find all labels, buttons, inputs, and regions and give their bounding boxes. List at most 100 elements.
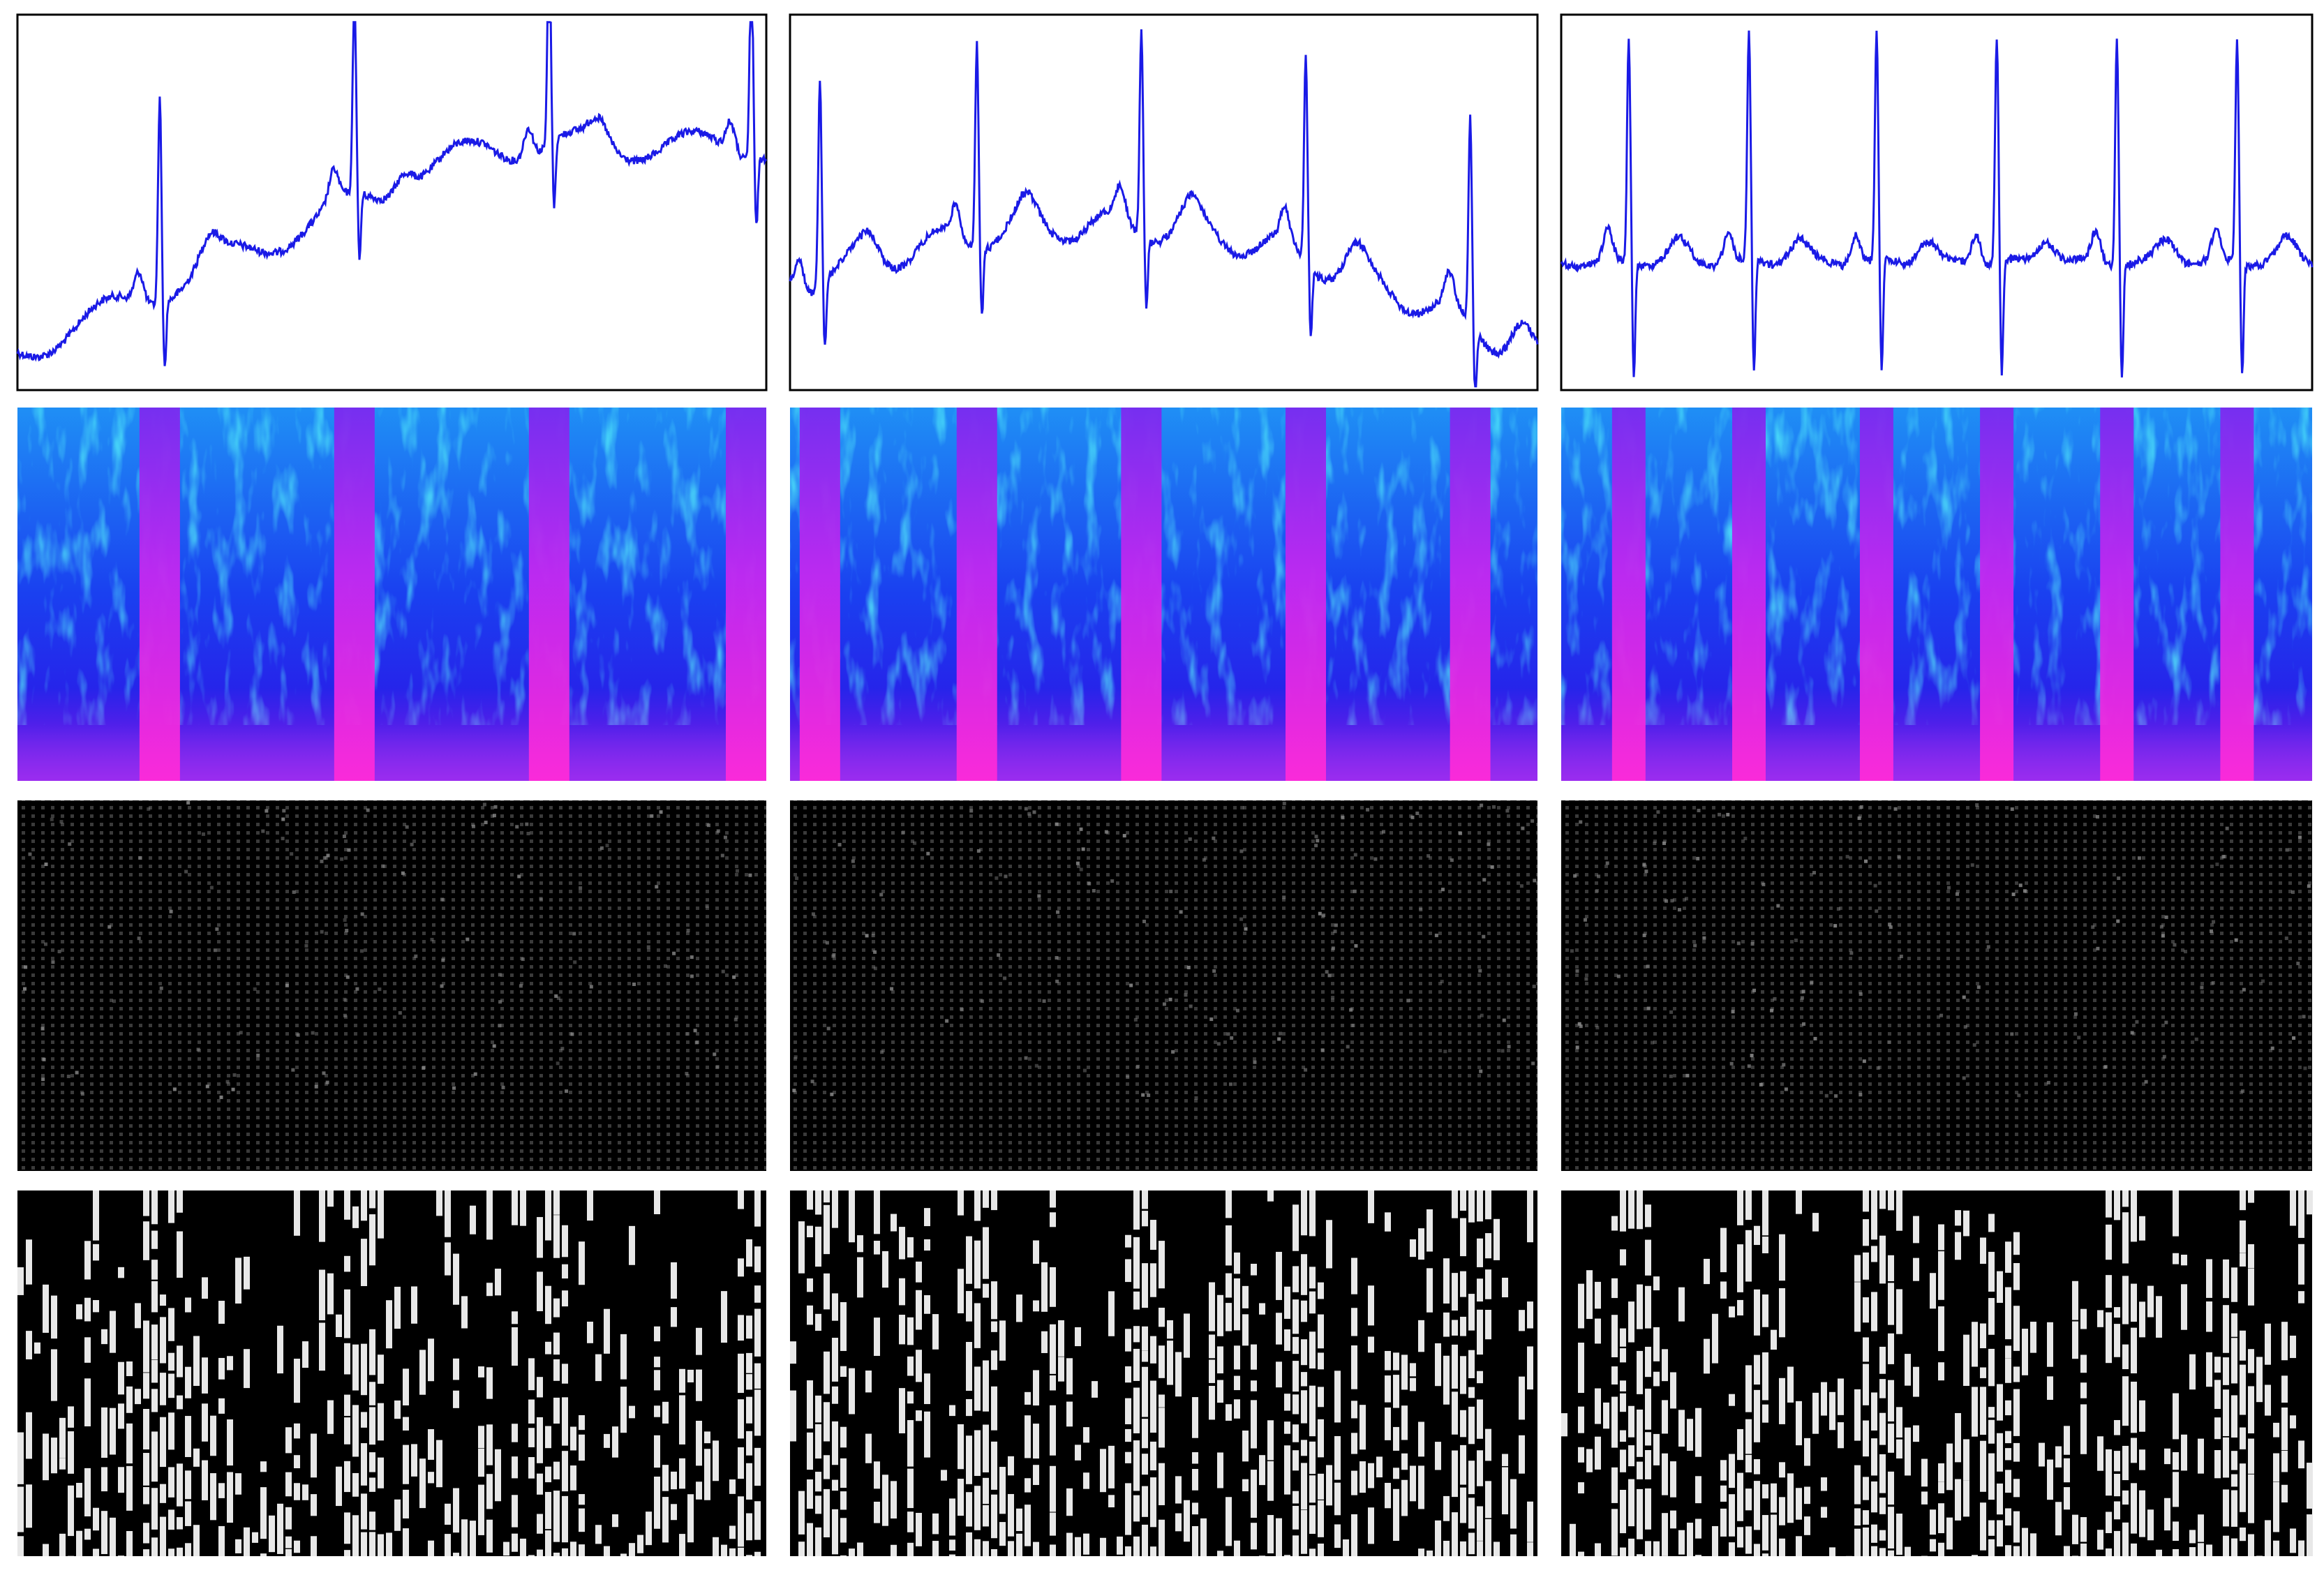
feature-speck	[1239, 917, 1244, 921]
binary-streak	[1142, 1326, 1148, 1351]
feature-speck	[1859, 992, 1863, 996]
feature-speck	[2164, 1020, 2168, 1024]
feature-speck	[366, 808, 370, 812]
binary-streak	[135, 1303, 141, 1329]
binary-streak	[1745, 1488, 1752, 1511]
binary-streak	[1142, 1486, 1148, 1517]
binary-streak	[612, 1514, 618, 1528]
binary-streak	[2147, 1509, 2154, 1541]
feature-speck	[1079, 867, 1083, 872]
binary-streak	[849, 1548, 855, 1556]
binary-streak	[1468, 1498, 1475, 1529]
feature-speck	[1277, 1037, 1281, 1041]
binary-streak	[1025, 1478, 1031, 1493]
binary-streak	[185, 1543, 191, 1556]
binary-streak	[1737, 1244, 1743, 1292]
binary-streak	[1662, 1453, 1668, 1495]
signal-frame	[1560, 13, 2314, 391]
binary-streak	[2240, 1190, 2246, 1211]
binary-streak	[629, 1543, 635, 1556]
signal-frame	[16, 13, 768, 391]
binary-streak	[807, 1479, 813, 1509]
feature-speck	[2270, 1046, 2274, 1050]
binary-streak	[1301, 1440, 1307, 1456]
binary-streak	[1452, 1273, 1458, 1311]
binary-streak	[1888, 1190, 1894, 1211]
binary-streak	[1896, 1407, 1902, 1438]
binary-streak	[151, 1230, 158, 1249]
binary-streak	[352, 1344, 359, 1391]
binary-streak	[1150, 1441, 1156, 1471]
binary-streak	[394, 1286, 401, 1329]
binary-streak	[1628, 1538, 1634, 1556]
binary-streak	[2131, 1190, 2137, 1242]
binary-streak	[2030, 1533, 2036, 1556]
binary-streak	[654, 1476, 660, 1529]
binary-streak	[907, 1511, 914, 1532]
binary-streak	[1150, 1336, 1156, 1364]
binary-streak	[679, 1458, 685, 1489]
feature-speck	[1229, 1082, 1233, 1087]
binary-streak	[899, 1315, 905, 1345]
feature-speck	[960, 1008, 964, 1012]
binary-streak	[553, 1552, 560, 1556]
binary-streak	[428, 1429, 434, 1460]
feature-speck	[1480, 803, 1484, 807]
binary-streak	[1963, 1480, 1969, 1517]
feature-speck	[314, 1084, 318, 1089]
binary-streak	[1368, 1507, 1374, 1544]
binary-streak	[1586, 1449, 1593, 1472]
binary-streak	[1293, 1299, 1299, 1334]
binary-streak	[2173, 1472, 2179, 1507]
binary-streak	[1779, 1462, 1785, 1478]
feature-speck	[1212, 969, 1216, 973]
binary-streak	[1192, 1397, 1198, 1438]
binary-streak	[1041, 1262, 1048, 1312]
binary-streak	[1360, 1461, 1366, 1493]
binary-streak	[1125, 1428, 1131, 1442]
feature-speck	[484, 821, 488, 825]
binary-streak	[1167, 1341, 1173, 1385]
scalogram-texture	[17, 408, 766, 725]
binary-streak	[1125, 1483, 1131, 1535]
scalogram-texture	[790, 408, 1537, 725]
binary-streak	[2139, 1216, 2145, 1241]
feature-speck	[659, 810, 663, 814]
feature-speck	[137, 856, 142, 860]
feature-speck	[1188, 837, 1192, 841]
binary-streak	[244, 1256, 250, 1290]
binary-streak	[1209, 1334, 1215, 1359]
binary-streak	[185, 1470, 191, 1500]
binary-streak	[1418, 1228, 1424, 1260]
binary-streak	[637, 1535, 643, 1553]
binary-streak	[2106, 1312, 2112, 1364]
feature-speck	[1752, 988, 1757, 992]
binary-streak	[1427, 1209, 1433, 1252]
binary-streak	[453, 1253, 459, 1305]
feature-speck	[1653, 841, 1657, 845]
binary-streak	[966, 1341, 972, 1391]
feature-speck	[2302, 1015, 2306, 1019]
feature-speck	[347, 848, 351, 852]
binary-streak	[1301, 1510, 1307, 1554]
binary-streak	[2131, 1483, 2137, 1534]
binary-streak	[512, 1424, 518, 1442]
feature-speck	[599, 846, 604, 850]
feature-speck	[945, 1019, 949, 1023]
binary-streak	[160, 1317, 166, 1364]
binary-streak	[1142, 1419, 1148, 1449]
binary-streak	[512, 1190, 518, 1225]
binary-streak	[486, 1190, 493, 1240]
feature-speck	[795, 876, 799, 881]
feature-speck	[213, 948, 217, 953]
binary-streak	[2248, 1474, 2254, 1523]
binary-streak	[244, 1349, 250, 1389]
binary-streak	[68, 1406, 74, 1428]
binary-streak	[1519, 1310, 1525, 1331]
binary-streak	[1460, 1356, 1466, 1394]
feature-speck	[556, 996, 560, 1000]
binary-streak	[177, 1395, 183, 1410]
feature-speck	[1004, 874, 1008, 879]
binary-streak	[445, 1190, 451, 1237]
binary-streak	[1418, 1320, 1424, 1352]
